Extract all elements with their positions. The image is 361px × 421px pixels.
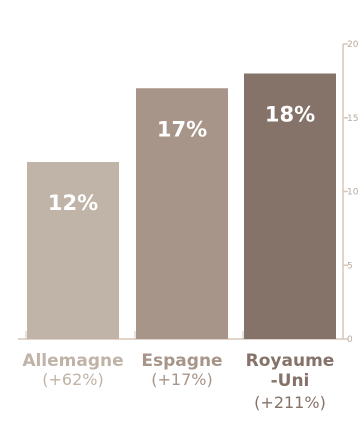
bar-2 xyxy=(136,88,228,339)
y-tick-label: 15 xyxy=(347,114,358,124)
y-tick-label: 5 xyxy=(347,261,353,271)
bar-value-label: 18% xyxy=(265,103,315,127)
bar-value-label: 17% xyxy=(157,117,207,141)
bar-3 xyxy=(244,73,336,339)
category-label: Espagne xyxy=(141,351,222,371)
bar-value-label: 12% xyxy=(48,191,98,215)
y-tick-label: 20 xyxy=(347,40,359,50)
category-label: -Uni xyxy=(271,371,310,391)
category-label: Royaume xyxy=(246,351,335,371)
category-change-label: (+211%) xyxy=(254,393,326,412)
category-change-label: (+62%) xyxy=(42,370,103,389)
y-tick-label: 0 xyxy=(347,335,353,345)
category-label: Allemagne xyxy=(22,351,123,371)
bar-1 xyxy=(27,162,119,339)
y-tick-label: 10 xyxy=(347,188,359,198)
category-change-label: (+17%) xyxy=(151,370,212,389)
